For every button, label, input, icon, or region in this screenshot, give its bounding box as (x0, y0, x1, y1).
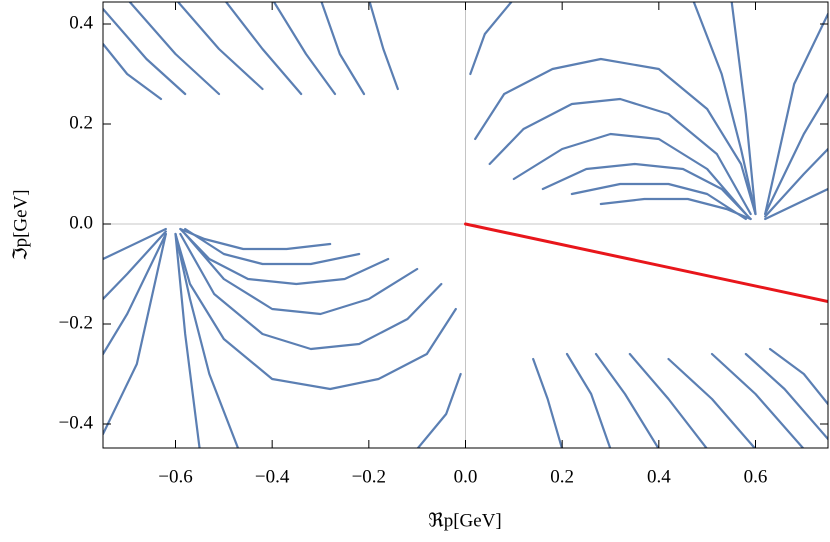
curve (103, 232, 167, 356)
reference-line (464, 222, 828, 303)
curve (174, 232, 240, 448)
plot-area (103, 2, 828, 448)
curve (710, 352, 805, 448)
curve (179, 227, 390, 286)
curve (103, 42, 163, 101)
y-tick-label: 0.4 (69, 12, 93, 33)
y-tick-label: −0.2 (59, 312, 93, 333)
curve (469, 2, 513, 76)
curve (128, 2, 221, 96)
x-tick-label: −0.6 (158, 466, 192, 487)
x-tick-label: 0.6 (744, 466, 768, 487)
curve (103, 227, 167, 261)
curve (594, 352, 660, 448)
curve (599, 197, 752, 221)
curve (184, 232, 419, 316)
curve (103, 7, 187, 96)
y-axis-label: ℑp[GeV] (10, 189, 31, 260)
curve (174, 232, 457, 391)
curve (474, 57, 757, 216)
curve (744, 352, 828, 441)
y-tick-label: 0.0 (69, 212, 93, 233)
curve (176, 2, 264, 91)
x-tick-label: 0.2 (550, 466, 574, 487)
y-tick-label: −0.4 (59, 412, 94, 433)
curve (103, 232, 167, 436)
curve (532, 357, 564, 448)
curve (512, 132, 747, 216)
curve (272, 2, 337, 96)
curve (541, 162, 752, 221)
curve (565, 352, 612, 448)
curve (730, 2, 757, 216)
curve (179, 232, 443, 351)
curve (692, 2, 757, 216)
curve (768, 347, 828, 406)
x-tick-label: 0.0 (454, 466, 478, 487)
curve (764, 187, 828, 221)
curve (174, 232, 201, 448)
curve (179, 227, 332, 251)
curve (764, 147, 828, 218)
curve (570, 182, 747, 221)
curve (667, 357, 757, 448)
curve (103, 230, 167, 301)
x-tick-label: 0.4 (647, 466, 671, 487)
x-tick-label: −0.4 (255, 466, 290, 487)
curve (368, 2, 399, 91)
curve (320, 2, 366, 96)
curve (184, 227, 361, 266)
x-axis-label: ℜp[GeV] (428, 510, 502, 531)
curve (628, 352, 708, 448)
curve (488, 97, 752, 216)
curve (224, 2, 303, 96)
y-tick-label: 0.2 (69, 112, 93, 133)
curve (416, 372, 462, 448)
x-tick-label: −0.2 (352, 466, 386, 487)
curve (764, 12, 828, 216)
curve (764, 92, 828, 216)
